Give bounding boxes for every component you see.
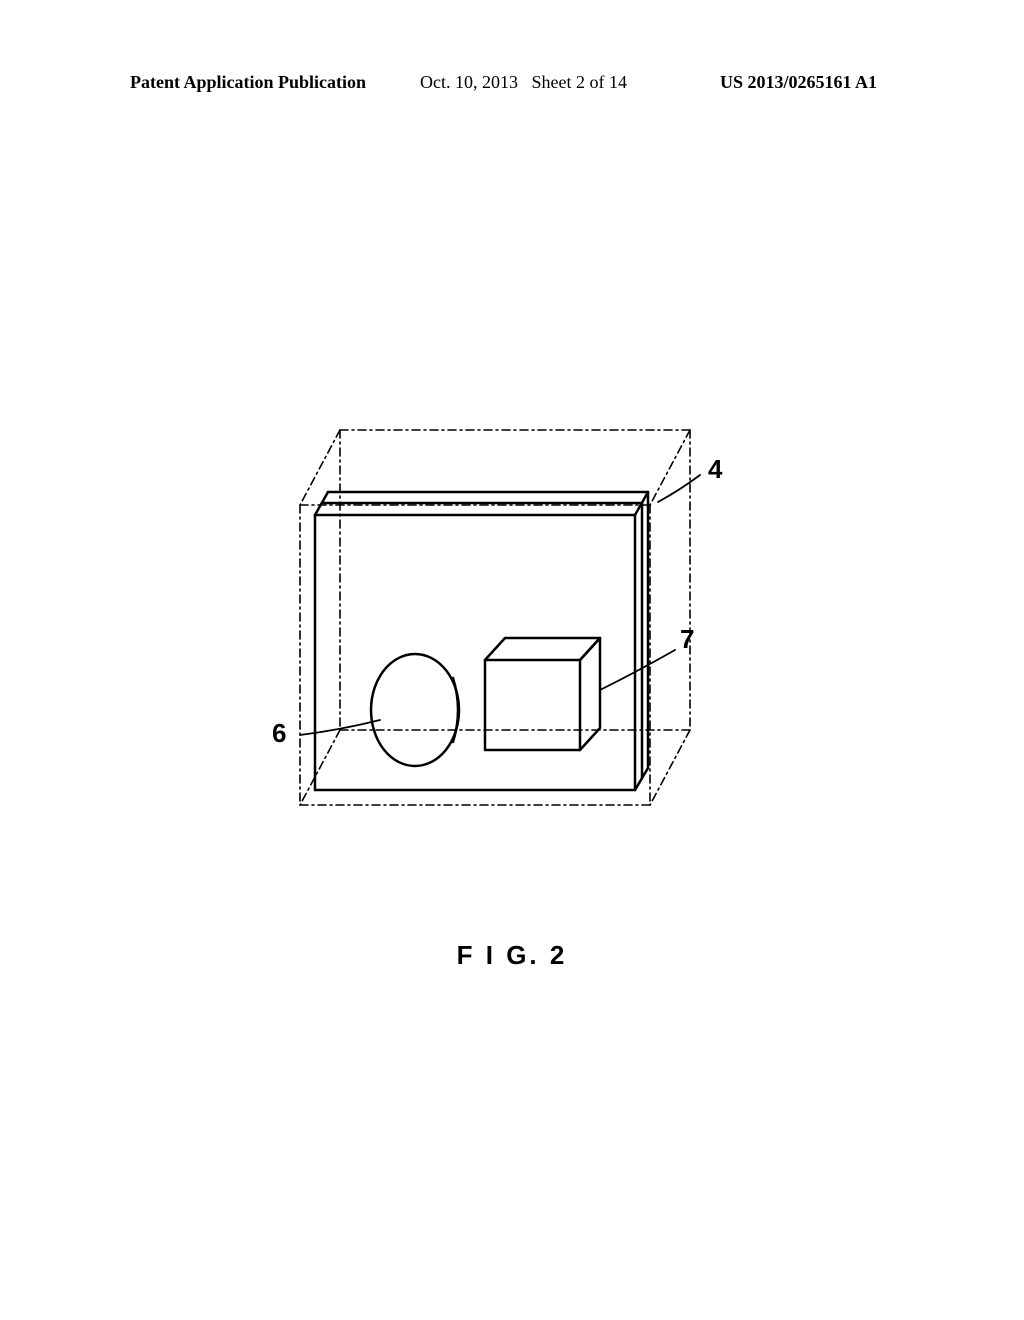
ref-label-7: 7 [680, 624, 694, 654]
ref-label-4: 4 [708, 454, 723, 484]
ref-label-6: 6 [272, 718, 286, 748]
block-component [485, 638, 600, 750]
disc-component [371, 654, 459, 766]
figure-caption: F I G. 2 [0, 940, 1024, 971]
patent-figure: 4 7 6 [260, 420, 780, 900]
header-sheet: Sheet 2 of 14 [532, 72, 627, 92]
header-publication: Patent Application Publication [130, 72, 366, 93]
figure-svg: 4 7 6 [260, 420, 780, 900]
header-date: Oct. 10, 2013 [420, 72, 518, 92]
header-pubnum: US 2013/0265161 A1 [720, 72, 877, 93]
header-date-sheet: Oct. 10, 2013 Sheet 2 of 14 [420, 72, 627, 93]
